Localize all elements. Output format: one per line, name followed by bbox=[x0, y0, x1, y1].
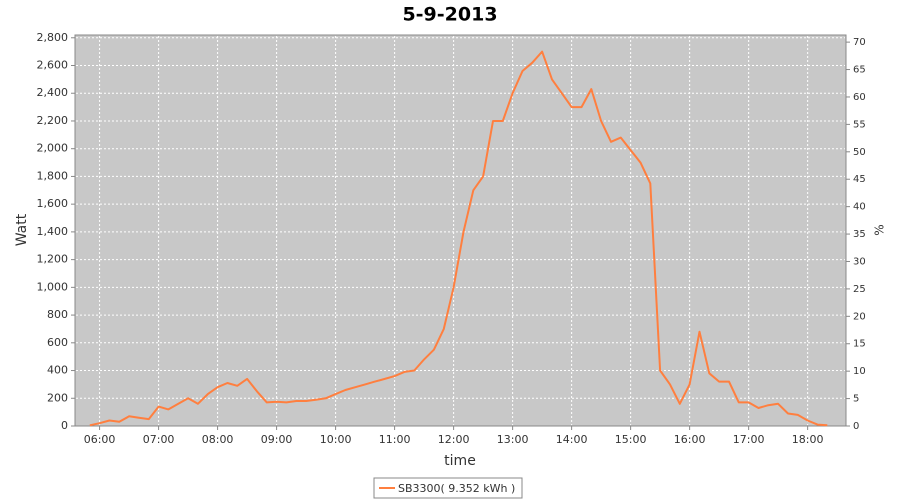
x-tick-label: 06:00 bbox=[84, 433, 116, 446]
y2-tick-label: 25 bbox=[853, 284, 866, 295]
y-tick-label: 400 bbox=[47, 364, 68, 377]
x-tick-label: 13:00 bbox=[497, 433, 529, 446]
x-axis-label: time bbox=[444, 453, 476, 469]
x-tick-label: 16:00 bbox=[674, 433, 706, 446]
x-tick-label: 17:00 bbox=[733, 433, 765, 446]
x-tick-label: 18:00 bbox=[792, 433, 824, 446]
y2-tick-label: 65 bbox=[853, 65, 866, 76]
y-tick-label: 2,800 bbox=[37, 31, 69, 44]
y2-tick-label: 35 bbox=[853, 229, 866, 240]
x-tick-label: 07:00 bbox=[143, 433, 175, 446]
chart-title: 5-9-2013 bbox=[402, 4, 497, 26]
y2-tick-label: 40 bbox=[853, 202, 866, 213]
y2-tick-label: 30 bbox=[853, 256, 866, 267]
y2-tick-label: 50 bbox=[853, 147, 866, 158]
y-tick-label: 200 bbox=[47, 391, 68, 404]
y-tick-label: 1,000 bbox=[37, 280, 69, 293]
y-tick-label: 600 bbox=[47, 336, 68, 349]
data-line bbox=[89, 50, 828, 427]
y2-tick-label: 5 bbox=[853, 394, 859, 405]
plot-area bbox=[74, 34, 847, 427]
x-tick-label: 08:00 bbox=[202, 433, 234, 446]
y-tick-label: 800 bbox=[47, 308, 68, 321]
x-tick-label: 15:00 bbox=[615, 433, 647, 446]
y2-tick-label: 70 bbox=[853, 37, 866, 48]
y2-tick-label: 15 bbox=[853, 339, 866, 350]
y2-tick-label: 10 bbox=[853, 366, 866, 377]
x-tick-label: 09:00 bbox=[261, 433, 293, 446]
y-tick-label: 1,600 bbox=[37, 197, 69, 210]
y-tick-label: 1,800 bbox=[37, 169, 69, 182]
y-tick-label: 2,200 bbox=[37, 114, 69, 127]
y-tick-label: 2,000 bbox=[37, 142, 69, 155]
y2-tick-label: 0 bbox=[853, 421, 859, 432]
y-tick-label: 1,200 bbox=[37, 253, 69, 266]
y2-axis-label: % bbox=[873, 224, 887, 235]
legend-label: SB3300( 9.352 kWh ) bbox=[398, 482, 515, 495]
legend-box bbox=[373, 477, 523, 499]
y-tick-label: 1,400 bbox=[37, 225, 69, 238]
y2-tick-label: 60 bbox=[853, 92, 866, 103]
y-axis-label: Watt bbox=[14, 213, 30, 246]
y2-tick-label: 55 bbox=[853, 119, 866, 130]
y2-tick-label: 20 bbox=[853, 311, 866, 322]
x-tick-label: 11:00 bbox=[379, 433, 411, 446]
x-tick-label: 14:00 bbox=[556, 433, 588, 446]
y-tick-label: 2,600 bbox=[37, 59, 69, 72]
y-tick-label: 0 bbox=[61, 419, 68, 432]
x-tick-label: 12:00 bbox=[438, 433, 470, 446]
y-tick-label: 2,400 bbox=[37, 86, 69, 99]
x-tick-label: 10:00 bbox=[320, 433, 352, 446]
legend: SB3300( 9.352 kWh ) bbox=[373, 477, 523, 499]
y2-tick-label: 45 bbox=[853, 174, 866, 185]
